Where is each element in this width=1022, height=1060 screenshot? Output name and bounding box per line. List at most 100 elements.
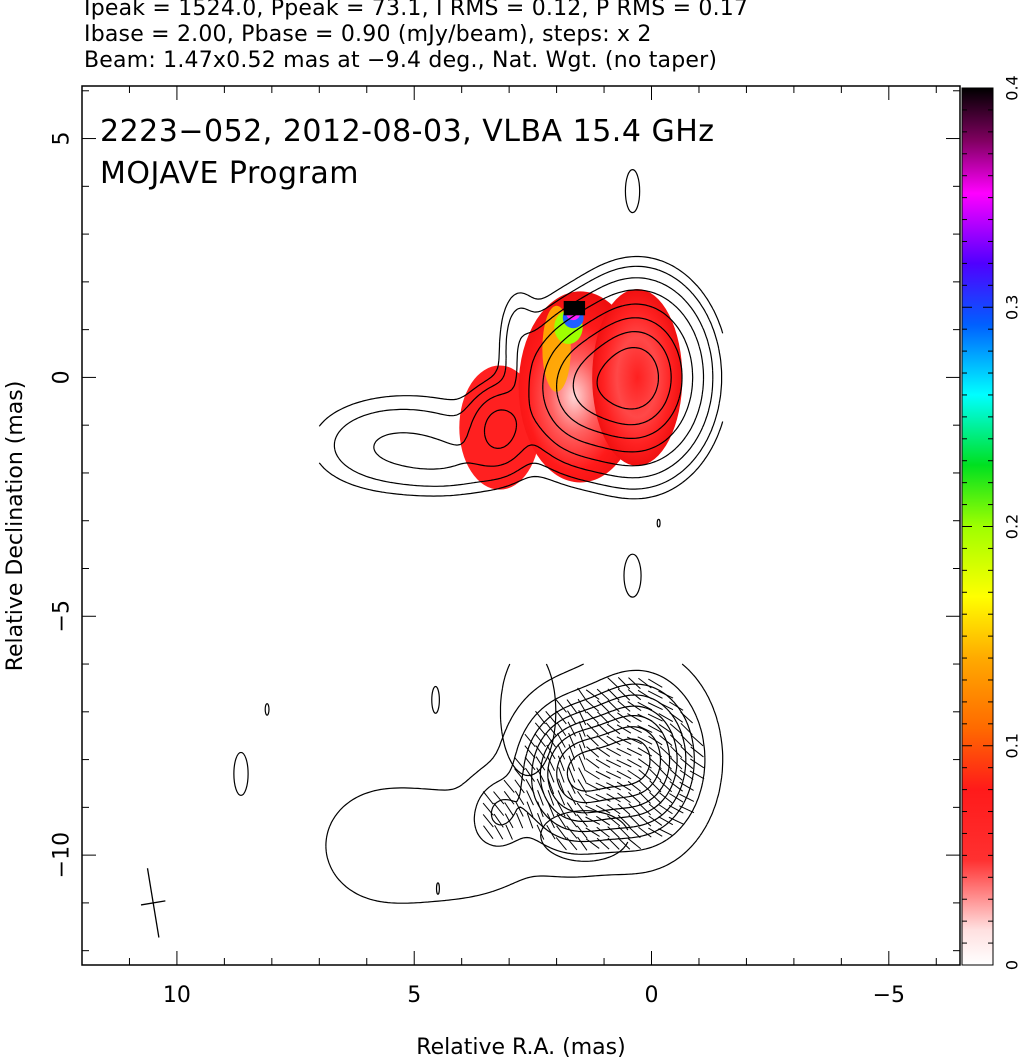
evpa-tick xyxy=(546,755,555,771)
evpa-tick xyxy=(679,805,695,814)
evpa-tick xyxy=(647,702,663,710)
evpa-tick xyxy=(576,802,588,816)
evpa-tick xyxy=(680,711,693,724)
evpa-tick xyxy=(577,698,587,714)
evpa-tick xyxy=(648,735,663,746)
evpa-tick xyxy=(627,759,642,768)
evpa-tick xyxy=(546,813,555,829)
evpa-tick xyxy=(637,758,652,769)
evpa-tick xyxy=(658,804,673,815)
evpa-tick xyxy=(555,837,567,851)
pol-core-patch xyxy=(592,289,683,466)
colorbar-tick-label: 0.1 xyxy=(1003,733,1022,758)
evpa-tick xyxy=(637,736,653,745)
contour-upper xyxy=(373,277,714,479)
evpa-tick xyxy=(669,712,684,723)
header-line-2: Ibase = 2.00, Pbase = 0.90 (mJy/beam), s… xyxy=(84,22,652,47)
plot-border xyxy=(81,85,961,966)
evpa-tick xyxy=(537,801,544,818)
evpa-tick xyxy=(690,734,704,747)
contour-lower xyxy=(547,715,671,814)
evpa-tick xyxy=(616,781,632,792)
colorbar-tick-label: 0.3 xyxy=(1003,295,1022,320)
evpa-tick xyxy=(595,758,611,768)
evpa-tick xyxy=(627,780,642,792)
evpa-tick xyxy=(669,793,684,803)
evpa-tick xyxy=(546,824,556,840)
evpa-tick xyxy=(482,802,494,816)
evpa-tick xyxy=(595,770,611,779)
evpa-tick xyxy=(596,688,610,701)
evpa-tick xyxy=(556,825,567,839)
evpa-tick xyxy=(680,746,693,758)
evpa-tick xyxy=(555,699,567,713)
evpa-tick xyxy=(606,793,621,803)
evpa-tick xyxy=(658,702,674,711)
evpa-tick xyxy=(535,756,546,771)
evpa-tick xyxy=(585,838,600,849)
evpa-tick xyxy=(658,828,674,837)
evpa-tick xyxy=(659,768,672,781)
evpa-tick xyxy=(585,816,601,825)
evpa-tick xyxy=(648,827,663,837)
polarization-color-map xyxy=(459,289,683,490)
evpa-tick xyxy=(606,815,621,827)
evpa-tick xyxy=(568,755,576,772)
contour-lower xyxy=(473,669,706,855)
evpa-tick xyxy=(637,689,652,700)
evpa-tick xyxy=(680,722,693,736)
evpa-tick xyxy=(617,826,631,839)
evpa-tick xyxy=(659,792,673,804)
evpa-tick xyxy=(607,711,620,724)
evpa-tick xyxy=(547,790,555,806)
evpa-tick xyxy=(596,746,611,757)
evpa-tick xyxy=(606,747,621,757)
evpa-tick xyxy=(616,759,632,768)
evpa-tick xyxy=(566,802,577,817)
evpa-tick xyxy=(659,746,673,758)
x-tick-label: 10 xyxy=(163,983,191,1008)
evpa-tick xyxy=(578,744,586,760)
evpa-tick xyxy=(526,801,534,817)
evpa-tick xyxy=(578,721,586,737)
y-tick-label: −5 xyxy=(50,600,75,632)
evpa-tick xyxy=(647,713,663,722)
evpa-tick xyxy=(482,791,494,805)
evpa-tick xyxy=(626,736,642,745)
evpa-tick xyxy=(557,744,566,760)
evpa-tick xyxy=(647,690,663,699)
evpa-tick xyxy=(514,756,526,770)
evpa-tick xyxy=(638,814,652,827)
evpa-tick xyxy=(577,836,588,851)
evpa-tick xyxy=(627,713,642,722)
evpa-tick xyxy=(638,826,652,838)
evpa-tick xyxy=(607,837,620,850)
evpa-tick xyxy=(578,755,586,772)
beam-symbol xyxy=(140,868,166,938)
evpa-tick xyxy=(648,746,663,758)
evpa-tick xyxy=(504,813,514,829)
evpa-tick xyxy=(557,790,566,806)
evpa-tick xyxy=(503,779,515,793)
evpa-tick xyxy=(586,746,600,758)
evpa-tick xyxy=(607,700,620,713)
evpa-tick xyxy=(577,779,587,794)
evpa-tick xyxy=(568,732,576,749)
evpa-tick xyxy=(627,838,642,850)
isolated-contour xyxy=(623,553,642,598)
evpa-tick xyxy=(658,816,674,826)
evpa-tick xyxy=(649,768,662,781)
evpa-tick xyxy=(535,745,546,759)
evpa-tick xyxy=(607,826,620,839)
evpa-tick xyxy=(679,769,694,780)
contour-upper xyxy=(556,317,683,439)
evpa-tick xyxy=(669,769,683,781)
evpa-tick xyxy=(483,825,494,840)
evpa-tick xyxy=(606,723,621,735)
evpa-tick xyxy=(585,827,600,837)
evpa-tick xyxy=(628,814,641,827)
evpa-tick xyxy=(557,778,565,795)
evpa-tick xyxy=(628,791,641,804)
evpa-tick xyxy=(576,814,588,828)
y-tick-label: 0 xyxy=(50,370,75,384)
